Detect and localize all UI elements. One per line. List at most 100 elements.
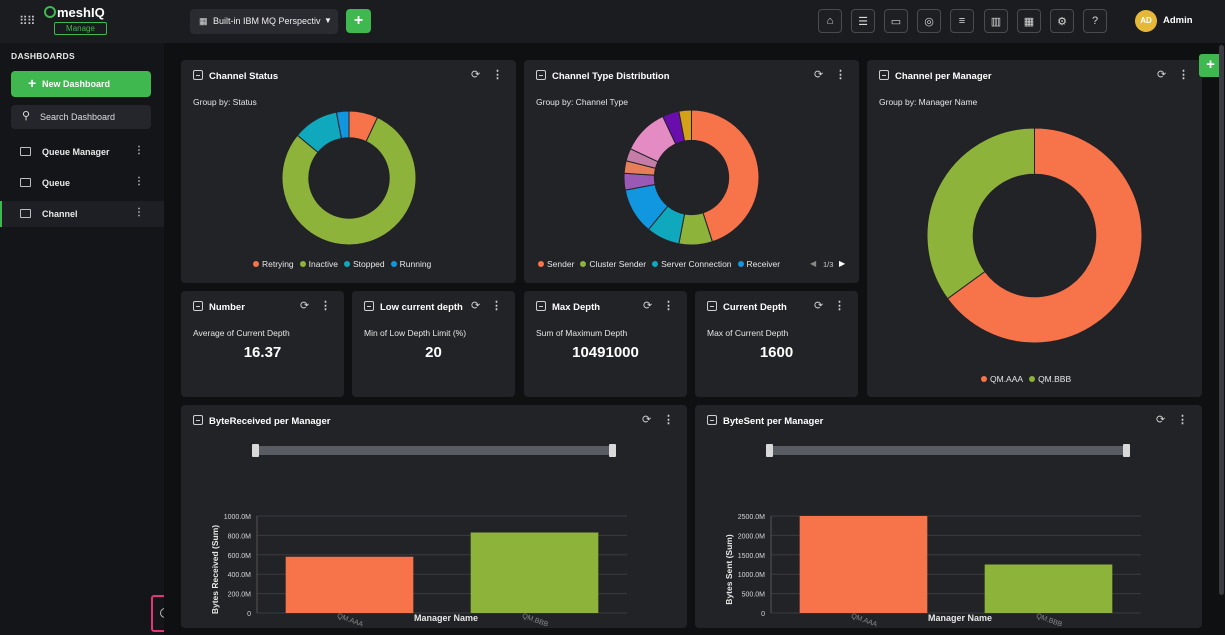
channel-manager-panel: Channel per Manager ⟳ ⋮ Group by: Manage… [867,60,1202,397]
refresh-icon[interactable]: ⟳ [471,300,481,312]
monitor-icon[interactable]: ▭ [884,9,908,33]
kebab-menu-icon[interactable]: ⋮ [134,176,144,187]
kebab-menu-icon[interactable]: ⋮ [134,207,144,218]
gear-icon[interactable]: ⚙ [1050,9,1074,33]
donut-slice-running[interactable] [335,111,350,140]
kebab-menu-icon[interactable]: ⋮ [834,300,845,312]
collapse-icon[interactable] [707,301,717,311]
kebab-menu-icon[interactable]: ⋮ [491,300,502,312]
zoom-slider-track[interactable] [255,446,613,455]
zoom-slider-right-handle[interactable] [1123,444,1130,457]
legend-item[interactable]: Receiver [737,259,780,269]
kpi-label: Max of Current Depth [707,328,789,338]
chart-icon[interactable]: ▥ [984,9,1008,33]
zoom-slider-track[interactable] [769,446,1127,455]
kebab-menu-icon[interactable]: ⋮ [835,69,846,81]
server-icon[interactable]: ≡ [950,9,974,33]
refresh-icon[interactable]: ⟳ [814,300,824,312]
donut-slice-inactive[interactable] [282,116,416,245]
kpi-label: Sum of Maximum Depth [536,328,628,338]
apps-grid-icon[interactable]: ⠿⠿ [19,14,36,28]
perspective-label: Built-in IBM MQ Perspectiv [213,16,321,26]
bar-qm-aaa[interactable] [285,556,414,613]
collapse-icon[interactable] [536,70,546,80]
add-perspective-button[interactable]: + [346,9,371,33]
refresh-icon[interactable]: ⟳ [814,69,824,81]
sidebar-item-queue-manager[interactable]: Queue Manager ⋮ [0,139,164,165]
donut-slice-other-6[interactable] [678,110,692,142]
refresh-icon[interactable]: ⟳ [643,300,653,312]
add-widget-button[interactable]: + [1199,54,1222,77]
legend-label: Running [399,259,432,269]
vertical-scrollbar[interactable] [1219,45,1224,595]
sidebar: DASHBOARDS + New Dashboard ⚲ Search Dash… [0,43,178,635]
user-name[interactable]: Admin [1163,15,1193,26]
legend-item[interactable]: Retrying [253,259,294,269]
legend-swatch [538,261,544,267]
new-dashboard-button[interactable]: + New Dashboard [11,71,151,97]
perspective-select[interactable]: ▦ Built-in IBM MQ Perspectiv ▼ [190,9,338,34]
collapse-icon[interactable] [879,70,889,80]
panel-title: Current Depth [723,302,787,313]
legend-label: Cluster Sender [589,259,647,269]
legend-item[interactable]: Cluster Sender [580,259,646,269]
legend-item[interactable]: Running [390,259,432,269]
calendar-icon[interactable]: ▦ [1017,9,1041,33]
channel-type-donut [624,110,759,245]
sidebar-item-channel[interactable]: Channel ⋮ [0,201,164,227]
legend-item[interactable]: Sender [538,259,574,269]
donut-slice-qm-aaa[interactable] [946,128,1142,343]
legend-prev-icon[interactable]: ◀ [810,259,817,268]
kebab-menu-icon[interactable]: ⋮ [1178,69,1189,81]
brand-logo-icon [44,6,56,18]
avatar[interactable]: AD [1135,10,1157,32]
kebab-menu-icon[interactable]: ⋮ [320,300,331,312]
collapse-icon[interactable] [193,415,203,425]
donut-slice-qm-bbb[interactable] [927,128,1035,300]
zoom-slider-right-handle[interactable] [609,444,616,457]
zoom-slider-left-handle[interactable] [252,444,259,457]
kpi-card-max-depth: Max Depth ⟳ ⋮ Sum of Maximum Depth 10491… [524,291,687,397]
legend-item[interactable]: QM.BBB [1029,374,1071,384]
byte-received-panel: ByteReceived per Manager ⟳ ⋮ 0 200.0M 400.… [181,405,687,628]
y-tick-label: 2500.0M [738,514,765,521]
legend-item[interactable]: Inactive [299,259,338,269]
refresh-icon[interactable]: ⟳ [300,300,310,312]
bar-qm-bbb[interactable] [470,532,599,613]
collapse-icon[interactable] [193,301,203,311]
byte-received-chart: 0 200.0M 400.0M 600.0M 800.0M 1000.0M QM.AAA QM… [210,444,627,628]
kebab-menu-icon[interactable]: ⋮ [492,69,503,81]
sidebar-item-queue[interactable]: Queue ⋮ [0,170,164,196]
zoom-slider-left-handle[interactable] [766,444,773,457]
help-icon[interactable]: ? [1083,9,1107,33]
collapse-icon[interactable] [364,301,374,311]
collapse-icon[interactable] [707,415,717,425]
legend-swatch [253,261,259,267]
collapse-icon[interactable] [536,301,546,311]
dashboard-icon [20,209,31,218]
collapse-icon[interactable] [193,70,203,80]
home-icon[interactable]: ⌂ [818,9,842,33]
group-by-label: Group by: Channel Type [536,97,628,107]
sidebar-item-label: Queue Manager [42,147,110,157]
legend-item[interactable]: Stopped [343,259,385,269]
bar-qm-aaa[interactable] [799,516,928,613]
globe-icon[interactable]: ◎ [917,9,941,33]
donut-slice-sender[interactable] [691,110,760,243]
legend-item[interactable]: Server Connection [652,259,732,269]
kebab-menu-icon[interactable]: ⋮ [1177,414,1188,426]
refresh-icon[interactable]: ⟳ [642,414,652,426]
bar-qm-bbb[interactable] [984,564,1113,614]
list-settings-icon[interactable]: ☰ [851,9,875,33]
search-dashboard-input[interactable]: ⚲ Search Dashboard [11,105,151,129]
kebab-menu-icon[interactable]: ⋮ [134,145,144,156]
legend-item[interactable]: QM.AAA [981,374,1023,384]
legend-next-icon[interactable]: ▶ [839,259,846,268]
refresh-icon[interactable]: ⟳ [1157,69,1167,81]
panel-title: Max Depth [552,302,601,313]
kebab-menu-icon[interactable]: ⋮ [663,300,674,312]
kebab-menu-icon[interactable]: ⋮ [663,414,674,426]
refresh-icon[interactable]: ⟳ [1156,414,1166,426]
y-tick-label: 1000.0M [738,572,765,579]
refresh-icon[interactable]: ⟳ [471,69,481,81]
